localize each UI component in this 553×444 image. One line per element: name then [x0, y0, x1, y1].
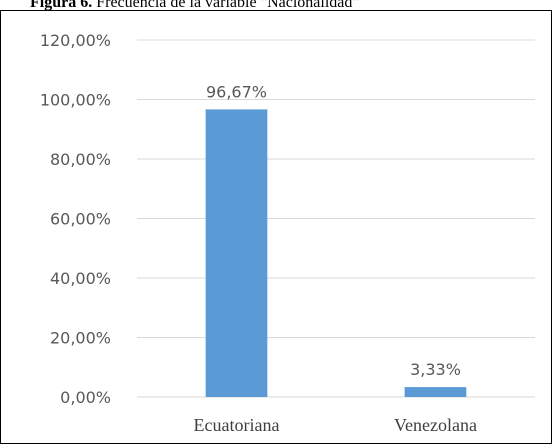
- title-label: Figura 6.: [30, 0, 92, 11]
- x-tick-label: Ecuatoriana: [194, 415, 280, 435]
- x-tick-label: Venezolana: [394, 415, 477, 435]
- y-tick-label: 80,00%: [50, 150, 111, 169]
- bar: [404, 387, 467, 397]
- data-label: 3,33%: [410, 360, 461, 379]
- y-tick-label: 120,00%: [40, 31, 111, 50]
- y-tick-label: 0,00%: [60, 388, 111, 407]
- data-label: 96,67%: [206, 82, 267, 101]
- bar: [205, 109, 268, 398]
- y-tick-label: 40,00%: [50, 269, 111, 288]
- title-text: Frecuencia de la variable "Nacionalidad": [96, 0, 359, 11]
- y-tick-label: 60,00%: [50, 210, 111, 229]
- chart-title: Figura 6. Frecuencia de la variable "Nac…: [30, 0, 359, 11]
- y-tick-label: 20,00%: [50, 329, 111, 348]
- y-tick-label: 100,00%: [40, 91, 111, 110]
- chart-frame: [0, 10, 552, 444]
